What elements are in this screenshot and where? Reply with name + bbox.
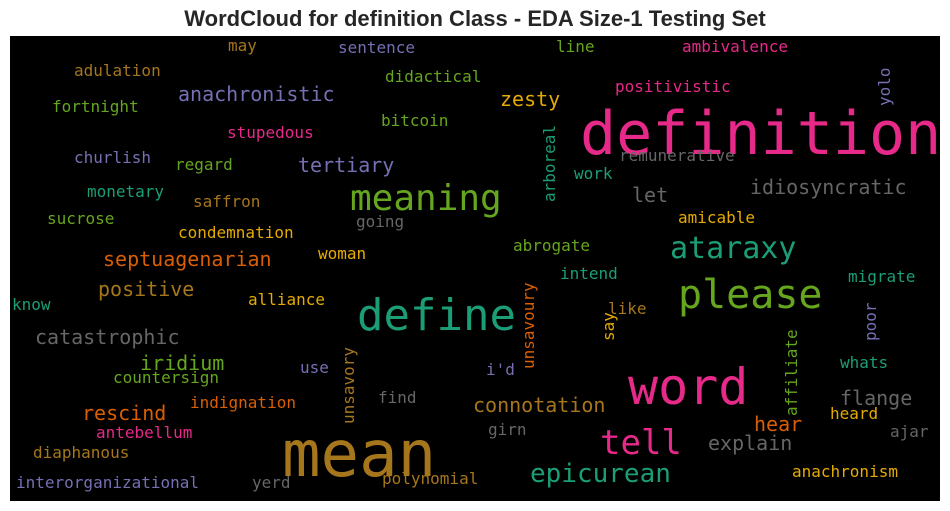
word-may: may (228, 36, 257, 55)
wordcloud-canvas: mean definition word define please meaning tel… (12, 36, 940, 492)
word-connotation: connotation (473, 393, 605, 417)
word-meaning: meaning (350, 178, 502, 219)
word-ataraxy: ataraxy (670, 231, 796, 266)
word-amicable: amicable (678, 208, 755, 227)
word-yerd: yerd (252, 473, 291, 492)
word-antebellum: antebellum (96, 423, 192, 442)
word-monetary: monetary (87, 182, 164, 201)
word-epicurean: epicurean (530, 459, 671, 489)
word-stupedous: stupedous (227, 123, 314, 142)
word-whats: whats (840, 353, 888, 372)
word-line: line (556, 37, 595, 56)
word-saffron: saffron (193, 192, 260, 211)
word-ajar: ajar (890, 422, 929, 441)
word-fortnight: fortnight (52, 97, 139, 116)
word-like: like (608, 299, 647, 318)
word-zesty: zesty (500, 87, 560, 111)
word-tertiary: tertiary (298, 153, 394, 177)
word-sentence: sentence (338, 38, 415, 57)
word-churlish: churlish (74, 148, 151, 167)
word-regard: regard (175, 155, 233, 174)
word-countersign: countersign (113, 368, 219, 387)
word-going: going (356, 212, 404, 231)
word-flange: flange (840, 386, 912, 410)
word-anachronism: anachronism (792, 462, 898, 481)
word-anachronistic: anachronistic (178, 82, 335, 106)
word-intend: intend (560, 264, 618, 283)
word-indignation: indignation (190, 393, 296, 412)
word-work: work (574, 164, 613, 183)
word-say: say (599, 312, 618, 341)
word-migrate: migrate (848, 267, 915, 286)
word-let: let (632, 183, 668, 207)
word-sucrose: sucrose (47, 209, 114, 228)
word-diaphanous: diaphanous (33, 443, 129, 462)
word-girn: girn (488, 420, 527, 439)
word-unsavory: unsavory (339, 347, 358, 424)
word-yolo: yolo (875, 67, 894, 106)
word-poor: poor (861, 302, 880, 341)
word-septuagenarian: septuagenarian (103, 247, 272, 271)
word-i-d: i'd (486, 360, 515, 379)
word-polynomial: polynomial (382, 469, 478, 488)
word-positivistic: positivistic (615, 77, 731, 96)
word-idiosyncratic: idiosyncratic (750, 175, 907, 199)
word-tell: tell (600, 423, 682, 463)
word-definition: definition (580, 99, 940, 169)
word-affiliate: affiliate (782, 329, 801, 416)
word-remunerative: remunerative (619, 146, 735, 165)
word-iridium: iridium (140, 351, 224, 375)
word-bitcoin: bitcoin (381, 111, 448, 130)
word-use: use (300, 358, 329, 377)
word-abrogate: abrogate (513, 236, 590, 255)
word-define: define (357, 290, 516, 341)
word-ambivalence: ambivalence (682, 37, 788, 56)
word-word: word (628, 358, 748, 416)
word-interorganizational: interorganizational (16, 473, 199, 492)
word-mean: mean (282, 418, 436, 492)
word-find: find (378, 388, 417, 407)
chart-title: WordCloud for definition Class - EDA Siz… (184, 6, 766, 31)
word-please: please (678, 272, 823, 318)
word-woman: woman (318, 244, 366, 263)
word-positive: positive (98, 277, 194, 301)
word-alliance: alliance (248, 290, 325, 309)
word-hear: hear (754, 412, 802, 436)
wordcloud-panel: mean definition word define please meaning tel… (10, 36, 940, 501)
word-unsavoury: unsavoury (519, 282, 538, 369)
word-arboreal: arboreal (540, 125, 559, 202)
word-condemnation: condemnation (178, 223, 294, 242)
word-catastrophic: catastrophic (35, 325, 180, 349)
word-heard: heard (830, 404, 878, 423)
word-know: know (12, 295, 51, 314)
word-didactical: didactical (385, 67, 481, 86)
word-explain: explain (708, 431, 792, 455)
word-adulation: adulation (74, 61, 161, 80)
word-rescind: rescind (82, 401, 166, 425)
